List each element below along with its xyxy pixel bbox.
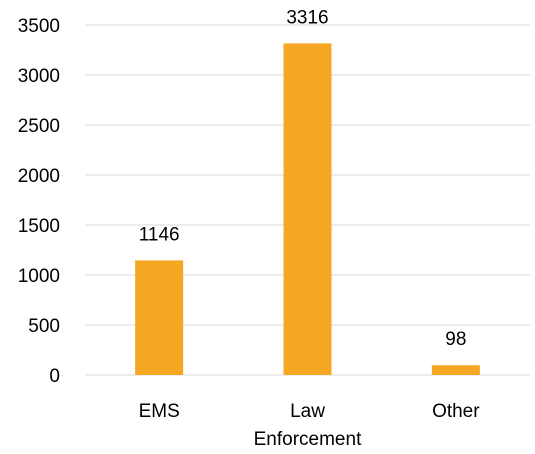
- bar-ems: [135, 260, 184, 375]
- y-tick-label: 1000: [18, 266, 60, 287]
- bar-other: [431, 365, 480, 375]
- x-category-label: Enforcement: [254, 429, 362, 449]
- y-tick-label: 1500: [18, 216, 60, 237]
- y-tick-label: 2000: [18, 166, 60, 187]
- data-labels: 1146 3316 98: [139, 7, 467, 350]
- data-label: 1146: [139, 224, 180, 245]
- x-category-label: Other: [432, 401, 480, 422]
- y-tick-label: 500: [28, 316, 60, 337]
- bars: [135, 43, 480, 376]
- data-label: 3316: [286, 7, 328, 28]
- y-tick-label: 3500: [18, 16, 60, 37]
- data-label: 98: [445, 329, 466, 350]
- y-tick-label: 2500: [18, 116, 60, 137]
- x-category-label: EMS: [139, 401, 180, 422]
- x-category-label: Law: [290, 401, 325, 422]
- y-axis-tick-labels: 0 500 1000 1500 2000 2500 3000 3500: [18, 16, 60, 387]
- y-tick-label: 0: [49, 366, 60, 387]
- bar-law-enforcement: [283, 43, 332, 376]
- x-axis-category-labels: EMS Law Enforcement Other: [139, 401, 481, 450]
- y-tick-label: 3000: [18, 66, 60, 87]
